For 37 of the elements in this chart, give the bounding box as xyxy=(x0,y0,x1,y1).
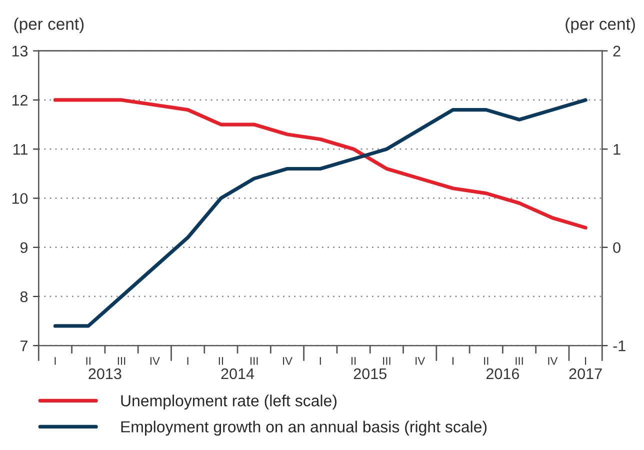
y2-tick-label: 1 xyxy=(614,144,620,155)
text: 2017 xyxy=(569,368,602,380)
x-tick-label: IV xyxy=(150,357,160,365)
legend-label: Employment growth on an annual basis (right scale) xyxy=(121,420,487,436)
text: 2016 xyxy=(486,368,520,380)
x-tick-label: III xyxy=(250,357,258,365)
x-tick-label: II xyxy=(86,357,90,365)
x-tick-label: II xyxy=(351,357,356,365)
x-tick-label: I xyxy=(320,357,321,365)
y2-axis-title: (per cent) xyxy=(566,18,635,34)
y-tick-label: 7 xyxy=(20,340,28,352)
y2-tick-label: 0 xyxy=(613,242,620,254)
x-tick-label: I xyxy=(452,357,454,365)
legend-label: Unemployment rate (left scale) xyxy=(121,394,336,410)
y-tick-label: 10 xyxy=(12,193,28,204)
text: 2015 xyxy=(354,368,386,380)
x-tick-label: IV xyxy=(283,357,292,365)
x-tick-label: II xyxy=(218,357,224,365)
x-tick-label: I xyxy=(54,357,56,365)
x-tick-label: III xyxy=(383,357,390,365)
x-tick-label: I xyxy=(585,357,586,365)
text: 2014 xyxy=(221,368,254,380)
x-tick-label: I xyxy=(187,357,188,365)
x-tick-label: IV xyxy=(416,357,426,365)
y2-tick-label: -1 xyxy=(613,340,626,352)
y2-tick-label: 2 xyxy=(613,46,620,56)
y-axis-title: (per cent) xyxy=(14,18,84,34)
x-tick-label: IV xyxy=(548,357,558,365)
y-tick-label: 12 xyxy=(12,94,28,106)
x-tick-label: II xyxy=(484,357,488,365)
y-tick-label: 8 xyxy=(20,291,28,302)
y-tick-label: 9 xyxy=(20,242,28,254)
x-tick-label: III xyxy=(516,357,523,365)
y-tick-label: 13 xyxy=(12,46,28,57)
y-tick-label: 11 xyxy=(14,144,28,155)
text: 2013 xyxy=(88,368,122,380)
x-tick-label: III xyxy=(118,357,126,365)
